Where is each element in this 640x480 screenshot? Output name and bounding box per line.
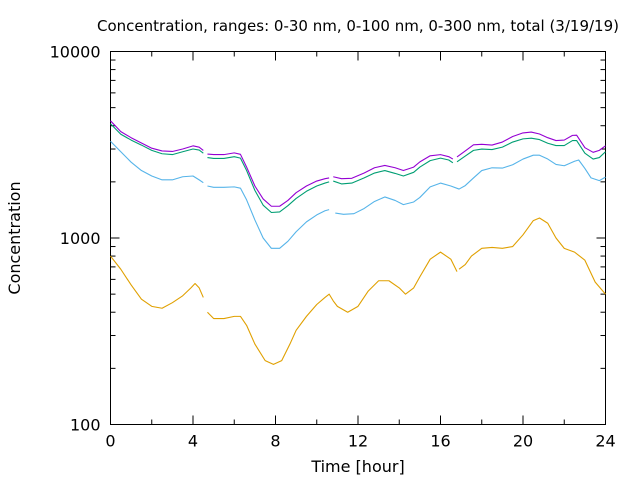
series-lines: [110, 120, 606, 365]
y-tick-label: 100: [70, 416, 101, 435]
x-axis-title: Time [hour]: [310, 457, 404, 476]
y-axis-title: Concentration: [5, 181, 24, 294]
x-tick-label: 24: [595, 432, 615, 451]
x-tick-label: 20: [513, 432, 533, 451]
x-tick-label: 0: [105, 432, 115, 451]
series-line-4: [110, 120, 606, 207]
series-line-2: [110, 140, 606, 249]
plot-frame: [110, 51, 606, 425]
x-tick-label: 12: [348, 432, 368, 451]
y-tick-labels: 100 1000 10000: [50, 43, 101, 435]
chart-title: Concentration, ranges: 0-30 nm, 0-100 nm…: [97, 17, 619, 35]
series-line-1: [110, 217, 606, 365]
y-tick-label: 10000: [50, 43, 101, 62]
y-tick-label: 1000: [60, 229, 101, 248]
axis-ticks: [110, 51, 606, 425]
x-tick-label: 16: [430, 432, 450, 451]
x-tick-label: 4: [188, 432, 198, 451]
x-tick-labels: 0 4 8 12 16 20 24: [105, 432, 615, 451]
series-line-3: [110, 123, 606, 214]
x-tick-label: 8: [270, 432, 280, 451]
